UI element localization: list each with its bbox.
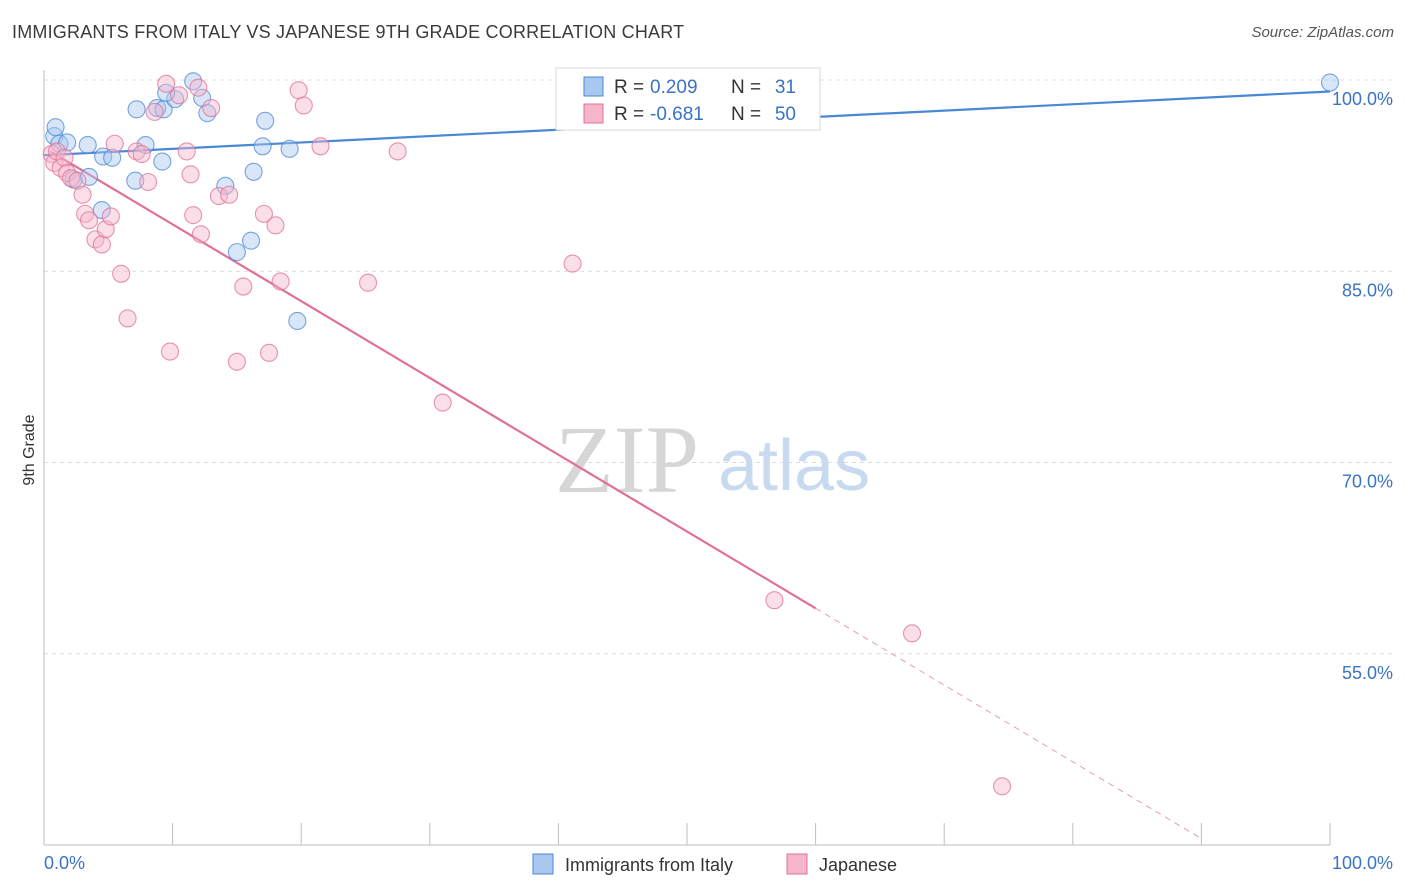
data-point — [118, 309, 137, 328]
watermark: ZIP atlas — [555, 406, 870, 513]
data-point — [433, 393, 452, 412]
stats-legend-swatch — [583, 103, 604, 124]
data-point — [139, 172, 158, 192]
data-point — [1320, 73, 1340, 92]
data-point — [294, 96, 313, 115]
series-legend-swatch — [532, 853, 554, 875]
data-point — [153, 152, 172, 171]
data-point — [79, 167, 99, 186]
data-point — [126, 171, 145, 190]
stats-r-label: R = — [614, 104, 644, 125]
y-tick-label: 100.0% — [1332, 89, 1393, 109]
data-point — [189, 78, 208, 97]
data-point — [94, 147, 113, 166]
data-point — [101, 207, 120, 226]
data-point — [253, 137, 272, 156]
y-tick-label: 55.0% — [1342, 663, 1393, 683]
data-point — [902, 624, 922, 643]
data-point — [103, 148, 122, 167]
data-point — [993, 777, 1012, 796]
data-point — [127, 100, 146, 119]
data-point — [136, 135, 155, 155]
data-point — [388, 142, 407, 161]
stats-r-label: R = — [614, 77, 644, 98]
data-point — [289, 81, 308, 100]
data-point — [181, 165, 200, 184]
data-point — [92, 235, 111, 254]
x-tick-label: 0.0% — [44, 853, 85, 873]
data-point — [68, 171, 87, 190]
y-tick-label: 85.0% — [1342, 280, 1393, 300]
stats-n-value: 50 — [775, 104, 796, 125]
data-point — [202, 99, 221, 118]
data-point — [280, 139, 299, 158]
data-point — [266, 216, 285, 235]
stats-legend: R = 0.209 N = 31 R = -0.681 N = 50 — [555, 67, 821, 131]
trend-line — [49, 150, 817, 610]
source-credit: Source: ZipAtlas.com — [1251, 24, 1394, 41]
data-point — [169, 86, 189, 105]
data-point — [234, 277, 253, 296]
data-point — [241, 231, 261, 250]
series-legend: Immigrants from Italy Japanese — [532, 853, 897, 875]
data-point — [58, 133, 77, 152]
data-point — [216, 176, 235, 195]
data-point — [157, 74, 176, 93]
data-point — [160, 342, 180, 361]
stats-r-value: -0.681 — [650, 104, 704, 125]
data-point — [46, 118, 65, 137]
series-legend-label: Japanese — [819, 855, 897, 875]
series-legend-label: Immigrants from Italy — [565, 855, 733, 875]
y-tick-label: 70.0% — [1342, 472, 1393, 492]
data-point — [244, 162, 263, 181]
data-point — [359, 273, 378, 292]
y-axis-label: 9th Grade — [21, 414, 38, 485]
data-point — [92, 201, 111, 220]
series-legend-swatch — [786, 853, 808, 875]
x-tick-label: 100.0% — [1332, 853, 1393, 873]
trend-line-extension — [815, 607, 1202, 840]
stats-n-label: N = — [731, 77, 761, 98]
stats-n-value: 31 — [775, 77, 796, 98]
data-point — [227, 243, 246, 262]
data-point — [79, 211, 99, 230]
watermark-atlas: atlas — [718, 426, 870, 506]
data-point — [259, 343, 279, 362]
data-point — [55, 148, 74, 167]
data-point — [271, 272, 290, 291]
tick-labels: 100.0% 85.0% 70.0% 55.0% 0.0% 100.0% — [44, 89, 1393, 873]
data-point — [254, 204, 273, 223]
stats-legend-swatch — [583, 76, 604, 97]
data-point — [132, 144, 151, 163]
data-point — [311, 137, 330, 156]
data-point — [184, 206, 203, 225]
watermark-zip: ZIP — [555, 406, 699, 513]
data-point — [112, 264, 131, 283]
data-point — [73, 185, 92, 204]
data-point — [78, 135, 97, 155]
data-point — [765, 591, 784, 610]
chart-title: IMMIGRANTS FROM ITALY VS JAPANESE 9TH GR… — [12, 22, 685, 42]
data-point — [227, 352, 246, 371]
data-point — [177, 142, 196, 161]
data-point — [563, 254, 582, 273]
data-point — [220, 185, 239, 204]
data-point — [288, 311, 307, 331]
data-point — [127, 142, 146, 161]
data-point — [105, 134, 124, 153]
data-point — [145, 102, 164, 121]
data-point — [191, 225, 210, 244]
stats-n-label: N = — [731, 104, 761, 125]
data-point — [256, 111, 275, 130]
axes — [43, 70, 1331, 846]
stats-r-value: 0.209 — [650, 77, 698, 98]
